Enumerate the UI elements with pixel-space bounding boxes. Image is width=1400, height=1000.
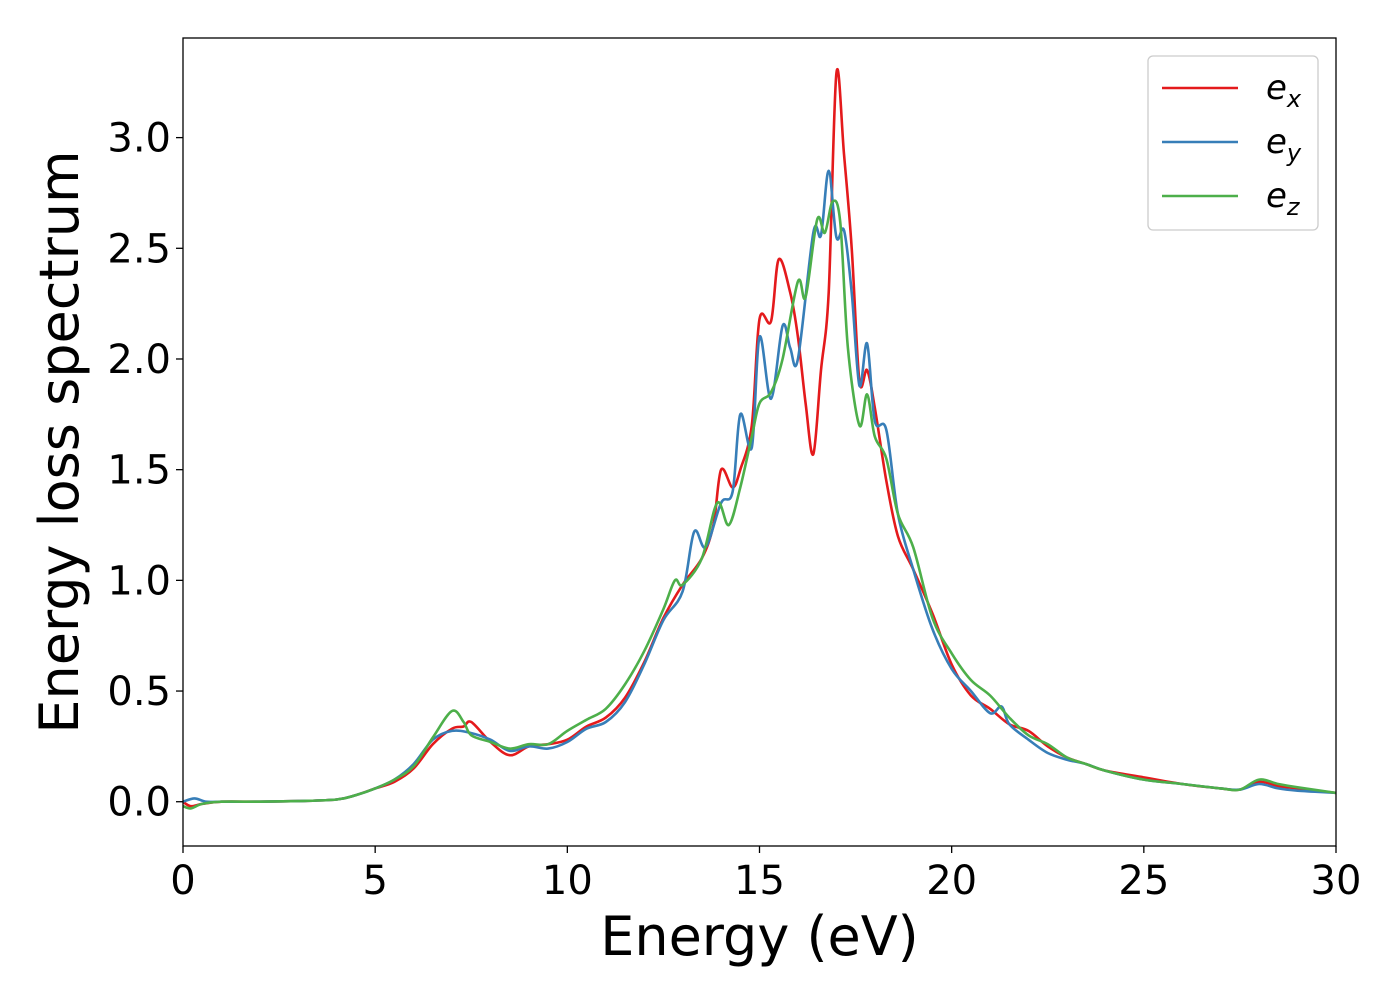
legend-label-base: e — [1266, 122, 1287, 162]
series-layer — [182, 68, 1337, 810]
legend-label-e-z: ez — [1266, 176, 1301, 221]
y-tick-label: 0.5 — [107, 669, 171, 715]
legend-label-sub: x — [1286, 85, 1302, 113]
y-tick-label: 1.5 — [107, 448, 171, 494]
y-tick-label: 3.0 — [107, 116, 171, 162]
legend-label-sub: z — [1286, 193, 1301, 221]
legend-label-e-x: ex — [1266, 68, 1302, 113]
x-tick-label: 5 — [362, 858, 387, 904]
y-tick-label: 2.5 — [107, 226, 171, 272]
plot-frame — [182, 37, 1337, 847]
x-axis-label: Energy (eV) — [600, 905, 919, 968]
y-tick-label: 0.0 — [107, 780, 171, 826]
x-tick-label: 20 — [926, 858, 977, 904]
ticks-layer: 0 5 10 15 20 25 30 0.0 0.5 1.0 1.5 2.0 2.5 3.0 — [107, 116, 1361, 904]
legend-label-e-y: ey — [1266, 122, 1302, 167]
series-line-e-y — [182, 169, 1337, 804]
y-tick-label: 1.0 — [107, 558, 171, 604]
x-tick-label: 15 — [734, 858, 785, 904]
x-tick-label: 30 — [1311, 858, 1362, 904]
x-tick-label: 25 — [1118, 858, 1169, 904]
legend-label-base: e — [1266, 176, 1287, 216]
y-axis-label: Energy loss spectrum — [28, 150, 91, 733]
legend-label-base: e — [1266, 68, 1287, 108]
legend-label-sub: y — [1286, 139, 1302, 167]
x-tick-label: 0 — [170, 858, 195, 904]
x-tick-label: 10 — [542, 858, 593, 904]
series-line-e-z — [182, 199, 1337, 810]
y-tick-label: 2.0 — [107, 337, 171, 383]
